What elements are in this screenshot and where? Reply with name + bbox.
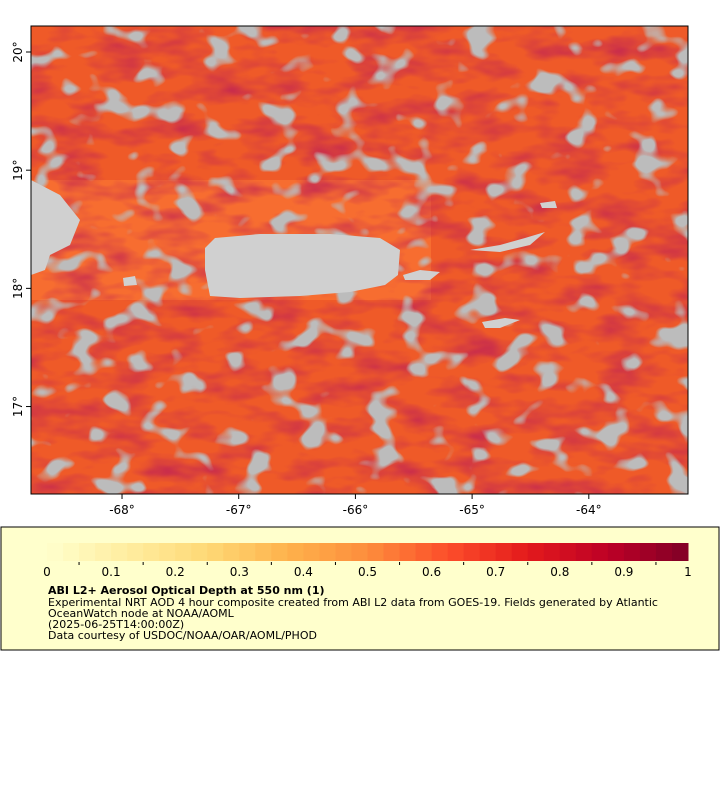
x-tick-label: -65° xyxy=(459,503,485,517)
colorbar-step xyxy=(463,543,481,561)
x-tick-label: -66° xyxy=(343,503,369,517)
colorbar-step xyxy=(191,543,208,561)
colorbar-step xyxy=(239,543,256,561)
colorbar-step xyxy=(543,543,561,561)
legend-line: Experimental NRT AOD 4 hour composite cr… xyxy=(48,596,658,609)
colorbar-step xyxy=(207,543,224,561)
land xyxy=(482,318,520,328)
x-tick-label: -67° xyxy=(226,503,252,517)
y-tick-label: 20° xyxy=(11,41,25,62)
y-tick-label: 19° xyxy=(11,160,25,181)
y-tick-label: 18° xyxy=(11,278,25,299)
colorbar-step xyxy=(559,543,577,561)
colorbar-tick-label: 0 xyxy=(43,565,51,579)
colorbar-tick-label: 0.6 xyxy=(422,565,441,579)
colorbar-step xyxy=(47,543,64,561)
legend-line: OceanWatch node at NOAA/AOML xyxy=(48,607,235,620)
colorbar-step xyxy=(303,543,320,561)
land xyxy=(123,276,137,286)
colorbar-step xyxy=(479,543,497,561)
colorbar-step xyxy=(351,543,368,561)
map-frame xyxy=(30,25,689,495)
colorbar-step xyxy=(287,543,304,561)
land xyxy=(31,180,80,275)
colorbar-step xyxy=(271,543,288,561)
colorbar-step xyxy=(319,543,336,561)
colorbar-step xyxy=(415,543,433,561)
colorbar-tick-label: 0.7 xyxy=(486,565,505,579)
colorbar-step xyxy=(447,543,465,561)
colorbar-tick-label: 0.8 xyxy=(550,565,569,579)
colorbar-step xyxy=(607,543,625,561)
legend-line: Data courtesy of USDOC/NOAA/OAR/AOML/PHO… xyxy=(48,629,317,642)
colorbar-step xyxy=(399,543,417,561)
colorbar-step xyxy=(367,543,385,561)
land xyxy=(403,270,440,280)
colorbar-tick-label: 0.4 xyxy=(294,565,313,579)
colorbar-tick-label: 0.9 xyxy=(614,565,633,579)
land xyxy=(205,234,400,298)
colorbar-step xyxy=(127,543,144,561)
land xyxy=(540,201,557,208)
legend-line: (2025-06-25T14:00:00Z) xyxy=(48,618,184,631)
colorbar-step xyxy=(591,543,609,561)
colorbar-tick-label: 1 xyxy=(684,565,692,579)
x-tick-label: -68° xyxy=(109,503,135,517)
colorbar-step xyxy=(527,543,545,561)
colorbar-step xyxy=(111,543,128,561)
land xyxy=(470,232,545,252)
colorbar-step xyxy=(639,543,657,561)
colorbar-tick-label: 0.3 xyxy=(230,565,249,579)
colorbar-step xyxy=(63,543,80,561)
colorbar-tick-label: 0.5 xyxy=(358,565,377,579)
colorbar-step xyxy=(79,543,96,561)
colorbar-tick-label: 0.1 xyxy=(102,565,121,579)
colorbar-step xyxy=(159,543,176,561)
colorbar-step xyxy=(495,543,513,561)
colorbar-step xyxy=(575,543,593,561)
colorbar-step xyxy=(335,543,352,561)
colorbar-tick-label: 0.2 xyxy=(166,565,185,579)
map-raster xyxy=(31,26,688,494)
colorbar-step xyxy=(671,543,689,561)
colorbar-step xyxy=(223,543,240,561)
x-tick-label: -64° xyxy=(576,503,602,517)
colorbar-step xyxy=(655,543,673,561)
colorbar-step xyxy=(255,543,272,561)
colorbar-step xyxy=(511,543,529,561)
colorbar-step xyxy=(143,543,160,561)
colorbar-step xyxy=(175,543,192,561)
colorbar-step xyxy=(623,543,641,561)
y-tick-label: 17° xyxy=(11,396,25,417)
legend-title: ABI L2+ Aerosol Optical Depth at 550 nm … xyxy=(48,584,325,597)
colorbar-step xyxy=(383,543,401,561)
colorbar-step xyxy=(431,543,449,561)
colorbar-step xyxy=(95,543,112,561)
